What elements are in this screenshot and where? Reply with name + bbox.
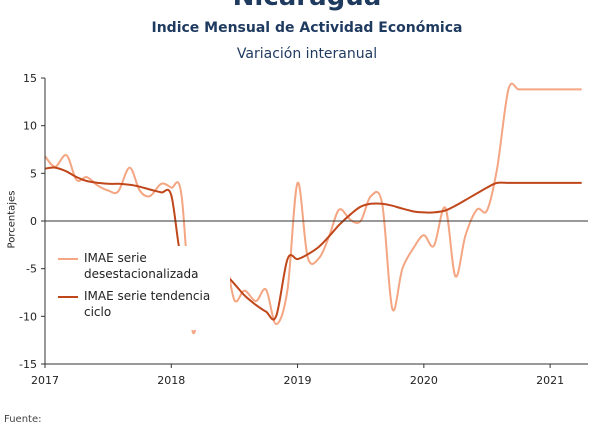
chart-subtitle: Indice Mensual de Actividad Económica xyxy=(151,20,463,36)
y-tick-label: -15 xyxy=(19,358,37,371)
legend-label-tendencia: IMAE serie tendencia ciclo xyxy=(84,289,211,319)
series-layer xyxy=(44,82,582,335)
chart-legend: IMAE serie desestacionalizada IMAE serie… xyxy=(52,246,230,330)
y-tick-label: 15 xyxy=(23,72,37,85)
chart-country-title: Nicaragua xyxy=(0,0,614,10)
y-tick-label: -5 xyxy=(26,263,37,276)
x-tick-label: 2020 xyxy=(410,374,438,387)
legend-swatch-tendencia xyxy=(58,296,78,298)
legend-swatch-desestacionalizada xyxy=(58,258,78,260)
legend-item-tendencia: IMAE serie tendencia ciclo xyxy=(58,288,224,320)
legend-item-desestacionalizada: IMAE serie desestacionalizada xyxy=(58,250,224,282)
x-tick-label: 2021 xyxy=(536,374,564,387)
x-tick-label: 2018 xyxy=(157,374,185,387)
axis-layer: 15 10 5 0 -5 -10 -15 2017 2018 2019 2020 2021 xyxy=(19,72,588,387)
chart-variation-label: Variación interanual xyxy=(236,46,378,62)
y-tick-label: 0 xyxy=(30,215,37,228)
series-line-tendencia-ciclo xyxy=(44,166,582,321)
y-tick-label: 10 xyxy=(23,120,37,133)
x-tick-label: 2019 xyxy=(284,374,312,387)
legend-label-desestacionalizada: IMAE serie desestacionalizada xyxy=(84,251,199,281)
x-tick-label: 2017 xyxy=(31,374,59,387)
y-tick-label: 5 xyxy=(30,167,37,180)
source-label: Fuente: xyxy=(4,414,42,425)
y-tick-label: -10 xyxy=(19,310,37,323)
